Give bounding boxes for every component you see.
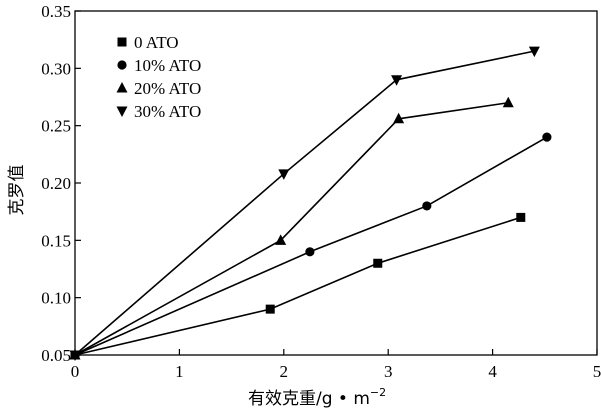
x-tick-label: 3 [384,362,393,381]
data-point [265,304,275,314]
legend-item: 20% ATO [116,79,201,98]
y-tick-label: 0.05 [41,346,71,365]
series-10-ato [70,132,552,360]
y-tick-label: 0.20 [41,174,71,193]
x-axis-title: 有效克重/g • m−2 [248,386,386,409]
legend-label: 10% ATO [134,56,201,75]
series-layer [69,46,552,361]
series-line [74,136,548,356]
y-axis-title: 克罗值 [7,165,27,216]
legend-label: 0 ATO [134,33,179,52]
y-tick-label: 0.10 [41,289,71,308]
series-line [74,50,535,356]
y-tick-label: 0.15 [41,231,71,250]
data-point [393,112,405,124]
y-tick-label: 0.30 [41,59,71,78]
series-0-ato [70,212,526,360]
data-point [516,212,526,222]
legend: 0 ATO 10% ATO 20% ATO 30% ATO [116,33,201,121]
data-point [305,247,315,257]
x-tick-label: 0 [71,362,80,381]
y-tick-label: 0.25 [41,117,71,136]
x-tick-label: 1 [175,362,184,381]
legend-marker [117,37,127,47]
series-line [74,216,522,356]
legend-item: 0 ATO [117,33,179,52]
legend-item: 10% ATO [117,56,201,75]
data-point [542,132,552,142]
legend-marker [116,82,128,93]
y-tick-label: 0.35 [41,2,71,21]
x-tick-label: 4 [488,362,497,381]
data-point [69,350,81,361]
legend-item: 30% ATO [116,102,201,121]
data-point [422,201,432,211]
x-tick-label: 5 [593,362,601,381]
axis-ticks: 0 1 2 3 4 5 0.05 0.10 0.15 0.20 0.25 0.30 0.35 [41,2,601,381]
legend-marker [117,60,127,70]
x-axis-title-exponent: −2 [370,386,386,399]
legend-label: 20% ATO [134,79,201,98]
series-30-ato [69,46,540,361]
legend-marker [116,106,128,117]
legend-label: 30% ATO [134,102,201,121]
x-tick-label: 2 [280,362,289,381]
data-point [373,258,383,268]
series-line [74,101,509,356]
data-point [528,46,540,58]
data-point [278,169,290,180]
data-point [275,234,287,245]
data-point [502,96,514,108]
data-point [391,75,403,86]
series-20-ato [69,96,514,360]
